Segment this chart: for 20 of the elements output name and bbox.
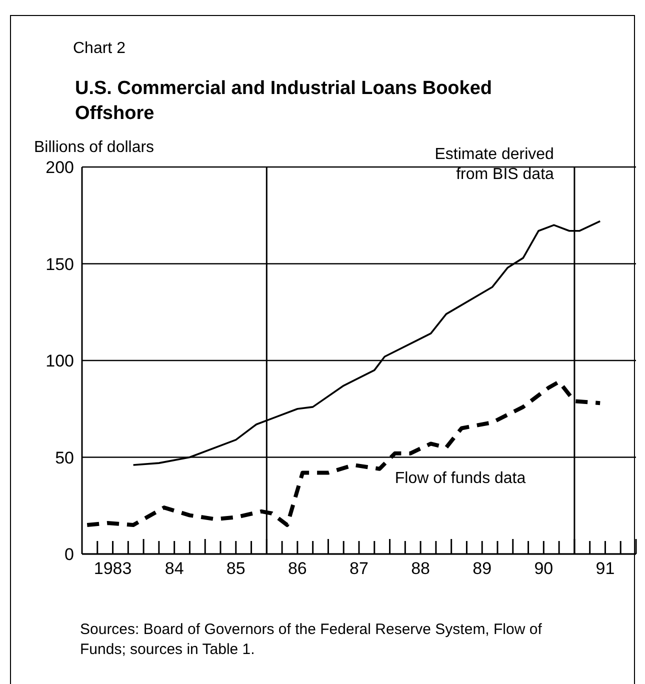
source-note: Sources: Board of Governors of the Federal Reserve System, Flow of Funds; sources in Table 1. bbox=[80, 620, 543, 660]
y-tick-label: 100 bbox=[46, 352, 74, 371]
y-axis-title: Billions of dollars bbox=[34, 139, 154, 157]
x-tick-label: 85 bbox=[226, 559, 246, 578]
x-tick-label: 88 bbox=[411, 559, 430, 578]
x-tick-label: 89 bbox=[472, 559, 492, 578]
x-tick-label: 84 bbox=[164, 559, 184, 578]
y-tick-label: 50 bbox=[55, 448, 74, 468]
chart-subtitle: Chart 2 bbox=[73, 40, 126, 58]
x-tick-label: 90 bbox=[534, 559, 554, 578]
x-tick-label: 1983 bbox=[94, 559, 132, 578]
y-tick-label: 200 bbox=[46, 158, 74, 178]
chart-title: U.S. Commercial and Industrial Loans Booked Offshore bbox=[75, 77, 494, 126]
x-tick-label: 86 bbox=[288, 559, 307, 578]
x-tick-label: 91 bbox=[596, 559, 615, 578]
y-tick-label: 0 bbox=[64, 545, 74, 564]
text: Estimate derived from BIS data bbox=[434, 145, 554, 186]
x-tick-label: 87 bbox=[350, 559, 368, 578]
series-label: Flow of funds data bbox=[394, 469, 527, 490]
y-tick-label: 150 bbox=[46, 254, 74, 274]
